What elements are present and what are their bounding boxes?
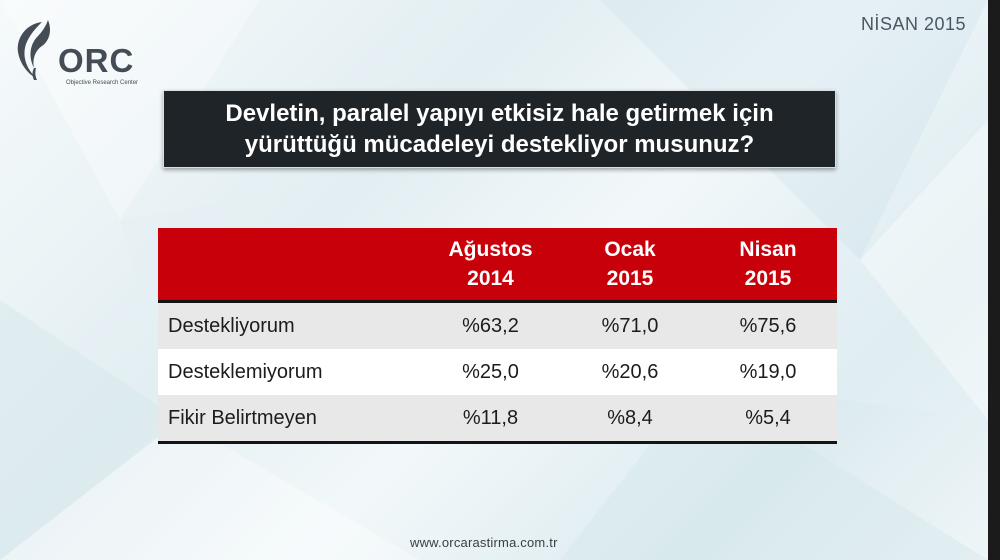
window-edge bbox=[988, 0, 1000, 560]
logo-text: ORC bbox=[58, 42, 135, 79]
table-cell: %20,6 bbox=[561, 349, 699, 395]
table-cell: %25,0 bbox=[420, 349, 561, 395]
orc-logo: ORC Objective Research Center bbox=[12, 12, 152, 92]
table-row: Fikir Belirtmeyen %11,8 %8,4 %5,4 bbox=[158, 395, 837, 444]
table-cell: %5,4 bbox=[699, 395, 837, 444]
header-empty-cell bbox=[158, 228, 420, 303]
orc-leaf-logo-icon bbox=[17, 20, 50, 80]
table-row: Destekliyorum %63,2 %71,0 %75,6 bbox=[158, 301, 837, 349]
table-cell: %75,6 bbox=[699, 301, 837, 349]
table-cell: %11,8 bbox=[420, 395, 561, 444]
header-cell-nisan-2015: Nisan 2015 bbox=[699, 228, 837, 303]
header-cell-agustos-2014: Ağustos 2014 bbox=[420, 228, 561, 303]
table-header-row: Ağustos 2014 Ocak 2015 Nisan 2015 bbox=[158, 228, 837, 303]
question-box: Devletin, paralel yapıyı etkisiz hale ge… bbox=[163, 90, 836, 168]
question-text: Devletin, paralel yapıyı etkisiz hale ge… bbox=[225, 100, 774, 158]
row-label: Fikir Belirtmeyen bbox=[158, 395, 420, 444]
table-cell: %63,2 bbox=[420, 301, 561, 349]
table-row: Desteklemiyorum %25,0 %20,6 %19,0 bbox=[158, 349, 837, 395]
row-label: Destekliyorum bbox=[158, 301, 420, 349]
header-cell-ocak-2015: Ocak 2015 bbox=[561, 228, 699, 303]
footer-url: www.orcarastirma.com.tr bbox=[410, 535, 558, 550]
table-cell: %71,0 bbox=[561, 301, 699, 349]
table-cell: %19,0 bbox=[699, 349, 837, 395]
row-label: Desteklemiyorum bbox=[158, 349, 420, 395]
logo-subtitle: Objective Research Center bbox=[66, 80, 139, 86]
results-table: Ağustos 2014 Ocak 2015 Nisan 2015 Destek… bbox=[158, 228, 837, 444]
table-cell: %8,4 bbox=[561, 395, 699, 444]
date-label: NİSAN 2015 bbox=[860, 14, 966, 34]
